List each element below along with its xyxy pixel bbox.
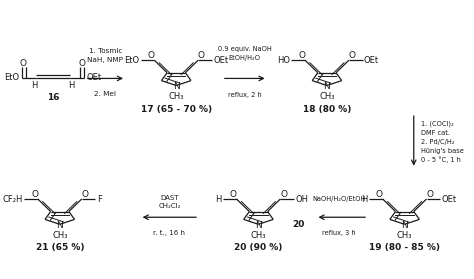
Text: CH₃: CH₃ — [168, 92, 184, 101]
Text: OEt: OEt — [86, 73, 101, 82]
Text: O: O — [31, 189, 38, 199]
Text: 19 (80 - 85 %): 19 (80 - 85 %) — [369, 243, 440, 252]
Text: 0 - 5 °C, 1 h: 0 - 5 °C, 1 h — [420, 156, 460, 163]
Text: O: O — [298, 51, 305, 60]
Text: DAST: DAST — [160, 195, 179, 201]
Text: N: N — [255, 221, 262, 230]
Text: 2. MeI: 2. MeI — [94, 91, 117, 97]
Text: O: O — [79, 59, 86, 68]
Text: NaH, NMP: NaH, NMP — [87, 57, 123, 63]
Text: CH₂Cl₂: CH₂Cl₂ — [158, 203, 181, 209]
Text: O: O — [280, 189, 287, 199]
Text: N: N — [56, 221, 63, 230]
Text: O: O — [82, 189, 88, 199]
Text: OH: OH — [295, 194, 309, 203]
Text: DMF cat.: DMF cat. — [420, 129, 450, 136]
Text: 20: 20 — [293, 220, 305, 229]
Text: NaOH/H₂O/EtOH: NaOH/H₂O/EtOH — [313, 196, 366, 202]
Text: H: H — [68, 81, 75, 90]
Text: O: O — [426, 189, 433, 199]
Text: OEt: OEt — [442, 194, 457, 203]
Text: CF₂H: CF₂H — [2, 194, 23, 203]
Text: O: O — [230, 189, 237, 199]
Text: EtOH/H₂O: EtOH/H₂O — [229, 55, 261, 61]
Text: N: N — [401, 221, 408, 230]
Text: H: H — [215, 194, 221, 203]
Text: CH₃: CH₃ — [397, 231, 412, 240]
Text: 1. Tosmic: 1. Tosmic — [89, 48, 122, 54]
Text: reflux, 3 h: reflux, 3 h — [322, 230, 356, 236]
Text: 17 (65 - 70 %): 17 (65 - 70 %) — [141, 105, 212, 114]
Text: O: O — [376, 189, 383, 199]
Text: CH₃: CH₃ — [251, 231, 266, 240]
Text: CH₃: CH₃ — [52, 231, 67, 240]
Text: O: O — [348, 51, 356, 60]
Text: 18 (80 %): 18 (80 %) — [303, 105, 351, 114]
Text: HO: HO — [277, 56, 290, 65]
Text: O: O — [147, 51, 155, 60]
Text: 21 (65 %): 21 (65 %) — [36, 243, 84, 252]
Text: N: N — [173, 82, 180, 92]
Text: EtO: EtO — [124, 56, 139, 65]
Text: OEt: OEt — [364, 56, 379, 65]
Text: Hünig's base: Hünig's base — [420, 148, 464, 154]
Text: 16: 16 — [46, 93, 59, 102]
Text: F: F — [97, 194, 101, 203]
Text: 2. Pd/C/H₂: 2. Pd/C/H₂ — [420, 139, 454, 145]
Text: H: H — [31, 81, 37, 90]
Text: 20 (90 %): 20 (90 %) — [234, 243, 283, 252]
Text: 1. (COCl)₂: 1. (COCl)₂ — [420, 121, 453, 128]
Text: r. t., 16 h: r. t., 16 h — [154, 230, 185, 236]
Text: H: H — [361, 194, 368, 203]
Text: EtO: EtO — [4, 73, 19, 82]
Text: N: N — [324, 82, 330, 92]
Text: CH₃: CH₃ — [319, 92, 335, 101]
Text: 0.9 equiv. NaOH: 0.9 equiv. NaOH — [218, 46, 272, 52]
Text: O: O — [198, 51, 205, 60]
Text: reflux, 2 h: reflux, 2 h — [228, 92, 262, 98]
Text: O: O — [20, 59, 27, 68]
Text: OEt: OEt — [213, 56, 228, 65]
